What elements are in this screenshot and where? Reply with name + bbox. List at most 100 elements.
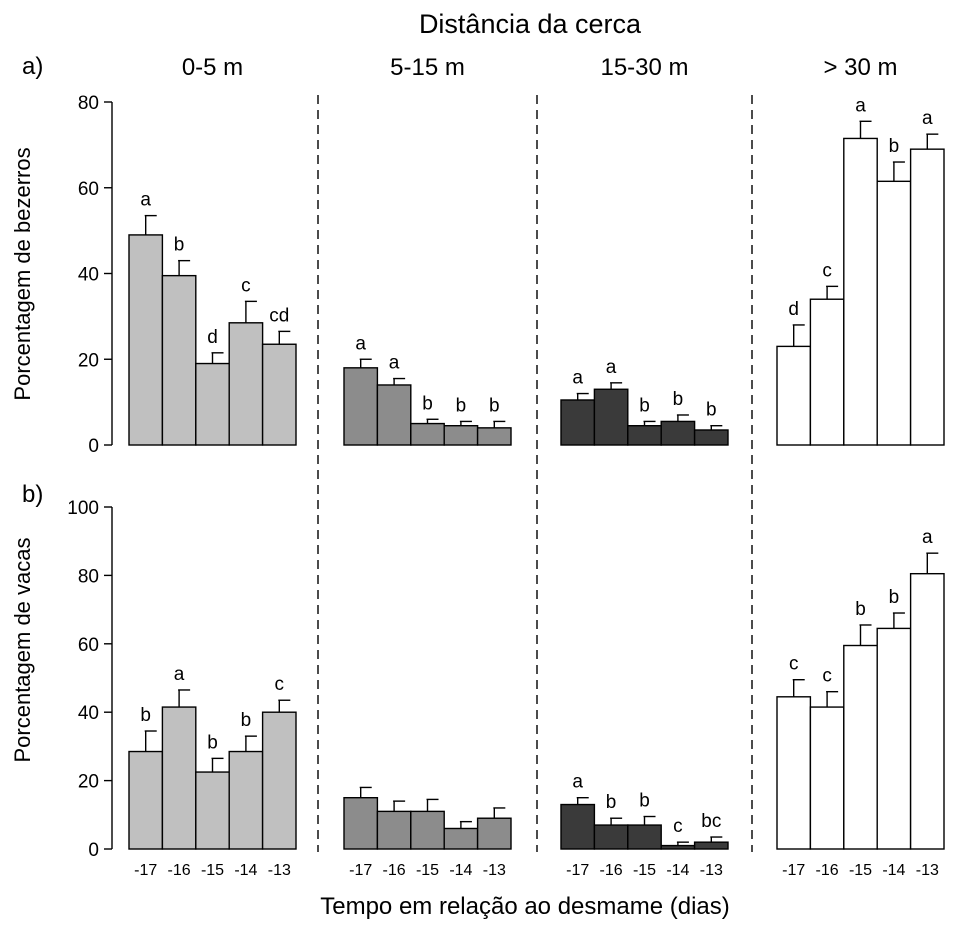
y-tick-label: 20 (78, 772, 99, 793)
significance-letter: c (241, 275, 251, 296)
significance-letter: c (822, 260, 832, 281)
bar (376, 384, 412, 446)
x-tick-label: -13 (916, 862, 939, 879)
x-tick-label: -17 (782, 862, 805, 879)
significance-letter: b (639, 791, 650, 812)
significance-letter: b (639, 395, 650, 416)
bar (443, 827, 479, 850)
panel-a-y-axis-title: Porcentagem de bezerros (10, 147, 35, 400)
bar (343, 797, 379, 850)
bar (660, 420, 696, 446)
group-header: > 30 m (823, 54, 897, 81)
panel-b-y-axis-title: Porcentagem de vacas (10, 537, 35, 762)
bar (476, 817, 512, 850)
bar (343, 367, 379, 446)
significance-letter: a (922, 108, 933, 129)
significance-letter: b (422, 393, 433, 414)
bar (776, 696, 812, 850)
y-tick-label: 60 (78, 635, 99, 656)
bar (876, 627, 912, 850)
figure-title: Distância da cerca (419, 9, 642, 39)
significance-letter: a (355, 333, 366, 354)
significance-letter: bc (701, 811, 721, 832)
bar (776, 345, 812, 446)
x-tick-label: -15 (849, 862, 872, 879)
bar (376, 810, 412, 850)
bar (128, 234, 164, 446)
significance-letter: c (275, 674, 285, 695)
group-header: 0-5 m (182, 54, 243, 81)
significance-letter: a (606, 357, 617, 378)
y-tick-label: 100 (67, 498, 99, 519)
significance-letter: cd (269, 305, 289, 326)
x-tick-label: -14 (666, 862, 689, 879)
bar (809, 706, 845, 850)
bar (693, 429, 729, 446)
x-tick-label: -14 (449, 862, 472, 879)
bar (128, 750, 164, 850)
bar (909, 572, 945, 850)
significance-letter: b (140, 705, 151, 726)
significance-letter: b (673, 389, 684, 410)
y-tick-label: 60 (78, 179, 99, 200)
significance-letter: d (207, 327, 218, 348)
bar (843, 137, 878, 446)
y-tick-label: 0 (88, 840, 99, 861)
bar (909, 148, 945, 446)
bar (627, 425, 662, 446)
bar (161, 706, 197, 850)
x-tick-label: -17 (566, 862, 589, 879)
bar (876, 180, 912, 446)
y-tick-label: 40 (78, 703, 99, 724)
distance-group-headers: 0-5 m 5-15 m 15-30 m > 30 m (182, 54, 898, 81)
panel-a-label: a) (22, 53, 43, 80)
significance-letter: b (489, 395, 500, 416)
bar (593, 824, 629, 850)
x-tick-labels: -17 -16 -15 -14 -13 -17 -16 -15 -14 -13 -17 -16 -15-… (134, 862, 939, 879)
significance-letter: b (889, 587, 900, 608)
significance-letter: a (389, 353, 400, 374)
x-tick-label: -13 (700, 862, 723, 879)
group-separators (317, 95, 753, 852)
significance-letter: c (673, 816, 683, 837)
bar (593, 388, 629, 446)
y-tick-label: 80 (78, 93, 99, 114)
bar (443, 425, 479, 446)
x-tick-label: -15 (201, 862, 224, 879)
significance-letter: a (572, 772, 583, 793)
significance-letter: b (889, 136, 900, 157)
y-tick-label: 80 (78, 566, 99, 587)
x-tick-label: -13 (268, 862, 291, 879)
y-tick-label: 0 (88, 436, 99, 457)
y-tick-label: 20 (78, 350, 99, 371)
x-tick-label: -15 (633, 862, 656, 879)
x-tick-label: -16 (383, 862, 406, 879)
group-header: 5-15 m (390, 54, 465, 81)
bar (560, 399, 596, 446)
significance-letter: b (855, 599, 866, 620)
significance-letter: a (855, 95, 866, 116)
significance-letter: b (706, 400, 717, 421)
bar (261, 343, 297, 446)
bar (660, 844, 696, 850)
bar (843, 644, 878, 850)
x-tick-label: -16 (600, 862, 623, 879)
significance-letter: b (456, 395, 467, 416)
significance-letter: b (174, 235, 185, 256)
x-tick-label: -16 (168, 862, 191, 879)
bar (809, 298, 845, 446)
significance-letter: c (822, 666, 832, 687)
x-tick-label: -13 (483, 862, 506, 879)
bar (410, 422, 445, 446)
bar (627, 824, 662, 850)
bar (410, 810, 445, 850)
significance-letter: b (241, 710, 252, 731)
x-tick-label: -16 (816, 862, 839, 879)
significance-letter: a (922, 527, 933, 548)
significance-letter: a (174, 664, 185, 685)
x-tick-label: -17 (134, 862, 157, 879)
bar (560, 803, 596, 850)
x-tick-label: -15 (416, 862, 439, 879)
